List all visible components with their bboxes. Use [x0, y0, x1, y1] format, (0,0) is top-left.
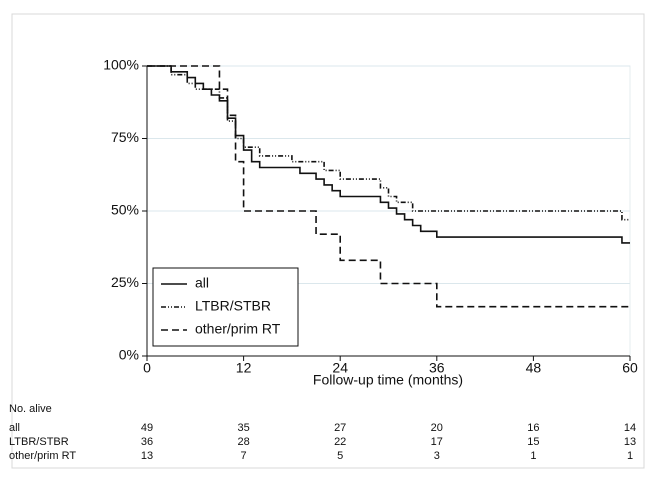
- risk-row-name: other/prim RT: [9, 450, 76, 462]
- risk-value: 35: [237, 422, 249, 434]
- legend-label: other/prim RT: [195, 321, 281, 337]
- risk-value: 15: [527, 436, 539, 448]
- risk-value: 36: [141, 436, 153, 448]
- y-tick-label: 75%: [111, 129, 139, 145]
- risk-value: 1: [627, 450, 633, 462]
- risk-value: 22: [334, 436, 346, 448]
- risk-value: 49: [141, 422, 153, 434]
- y-tick-label: 25%: [111, 274, 139, 290]
- risk-value: 27: [334, 422, 346, 434]
- risk-value: 13: [141, 450, 153, 462]
- risk-value: 3: [434, 450, 440, 462]
- risk-value: 17: [431, 436, 443, 448]
- risk-row-name: LTBR/STBR: [9, 436, 69, 448]
- y-tick-label: 50%: [111, 202, 139, 218]
- legend-label: all: [195, 275, 209, 291]
- survival-curve: [147, 65, 630, 221]
- survival-curve: [147, 65, 630, 308]
- risk-table-title: No. alive: [9, 403, 52, 415]
- risk-value: 1: [530, 450, 536, 462]
- y-tick-label: 100%: [103, 57, 139, 73]
- x-tick-label: 0: [143, 360, 151, 376]
- x-tick-label: 24: [332, 360, 348, 376]
- figure-frame: [11, 13, 645, 469]
- risk-value: 13: [624, 436, 636, 448]
- x-tick-label: 60: [622, 360, 638, 376]
- risk-value: 7: [241, 450, 247, 462]
- x-tick-label: 48: [526, 360, 542, 376]
- risk-value: 20: [431, 422, 443, 434]
- x-axis-label: Follow-up time (months): [313, 372, 463, 388]
- x-tick-label: 36: [429, 360, 445, 376]
- risk-value: 14: [624, 422, 636, 434]
- risk-value: 16: [527, 422, 539, 434]
- y-tick-label: 0%: [119, 347, 139, 363]
- risk-value: 5: [337, 450, 343, 462]
- risk-row-name: all: [9, 422, 20, 434]
- risk-value: 28: [237, 436, 249, 448]
- legend-label: LTBR/STBR: [195, 298, 271, 314]
- x-tick-label: 12: [236, 360, 252, 376]
